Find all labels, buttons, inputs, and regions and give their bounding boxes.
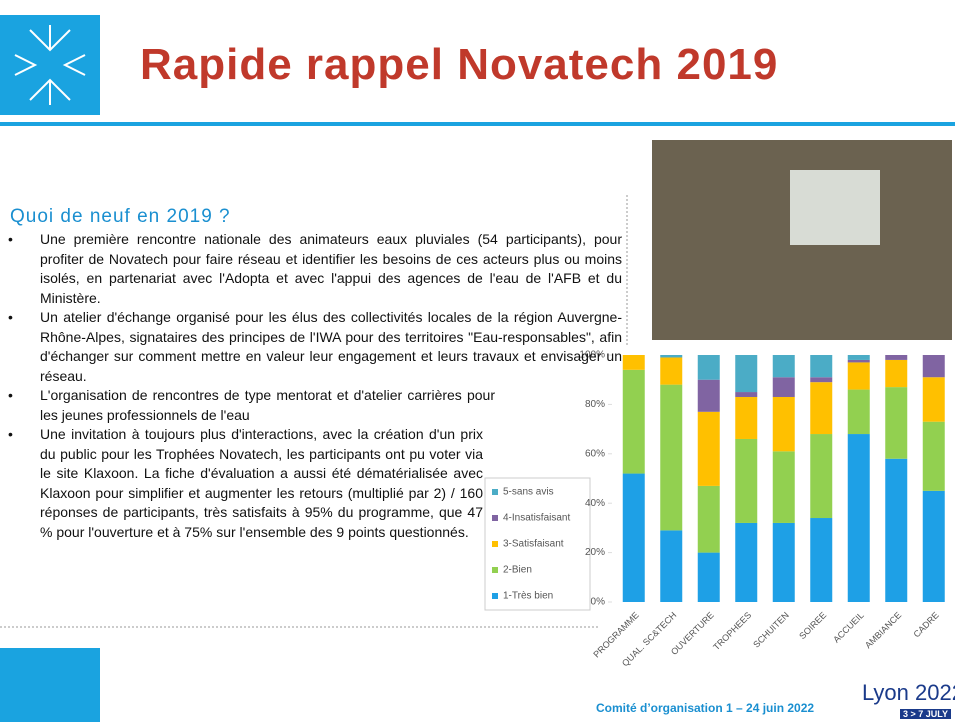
bar-segment: [698, 412, 720, 486]
bar-segment: [660, 355, 682, 357]
x-tick-label: CADRE: [911, 610, 940, 639]
bar-segment: [810, 434, 832, 518]
bar-segment: [885, 387, 907, 459]
x-tick-label: SOIREE: [797, 610, 828, 641]
bar-segment: [923, 377, 945, 421]
bar-segment: [735, 439, 757, 523]
bullet: Une invitation à toujours plus d'interac…: [8, 425, 483, 542]
section-heading: Quoi de neuf en 2019 ?: [10, 206, 231, 228]
bar-segment: [660, 530, 682, 602]
photo-screen: [790, 170, 880, 245]
legend-label: 1-Très bien: [503, 591, 553, 602]
bar-segment: [773, 451, 795, 523]
footer-logo: Lyon 2022: [862, 680, 955, 706]
slide-title: Rapide rappel Novatech 2019: [140, 40, 778, 90]
bar-segment: [810, 377, 832, 382]
bar-segment: [885, 459, 907, 602]
bar-segment: [735, 392, 757, 397]
bar-segment: [848, 360, 870, 362]
bar-segment: [923, 355, 945, 377]
bar-segment: [848, 355, 870, 360]
bar-segment: [885, 360, 907, 387]
bar-segment: [698, 486, 720, 553]
x-tick-label: ACCUEIL: [831, 610, 866, 645]
bar-segment: [623, 355, 645, 370]
bar-segment: [698, 380, 720, 412]
bar-segment: [773, 377, 795, 397]
legend-label: 2-Bien: [503, 565, 532, 576]
bar-segment: [623, 370, 645, 474]
bar-segment: [735, 355, 757, 392]
bar-segment: [923, 491, 945, 602]
x-tick-label: SCHUITEN: [751, 610, 791, 650]
bar-segment: [698, 553, 720, 602]
x-tick-label: AMBIANCE: [863, 610, 903, 650]
bar-segment: [923, 422, 945, 491]
legend-swatch: [492, 567, 498, 573]
bar-segment: [810, 382, 832, 434]
y-tick-label: 0%: [591, 597, 606, 608]
bar-segment: [735, 397, 757, 439]
bar-segment: [810, 518, 832, 602]
bar-segment: [773, 523, 795, 602]
bullet: Un atelier d'échange organisé pour les é…: [8, 308, 622, 386]
bar-segment: [848, 434, 870, 602]
bar-segment: [848, 390, 870, 434]
footer-badge: 3 > 7 JULY: [900, 709, 951, 719]
bar-segment: [848, 362, 870, 389]
legend-swatch: [492, 593, 498, 599]
bar-segment: [810, 355, 832, 377]
bullet-list: Une première rencontre nationale des ani…: [8, 230, 622, 542]
bullet: L'organisation de rencontres de type men…: [8, 386, 495, 425]
bar-segment: [735, 523, 757, 602]
header-rule: [0, 122, 955, 126]
bar-segment: [660, 357, 682, 384]
slide: 0%20%40%60%80%100%PROGRAMMEQUAL. SC&TECH…: [0, 0, 955, 722]
bar-segment: [698, 355, 720, 380]
bar-segment: [773, 397, 795, 451]
footer-text: Comité d’organisation 1 – 24 juin 2022: [596, 701, 814, 715]
x-tick-label: TROPHEES: [711, 610, 753, 652]
footer-band: [0, 648, 100, 722]
bar-segment: [623, 474, 645, 602]
bullet: Une première rencontre nationale des ani…: [8, 230, 622, 308]
y-tick-label: 20%: [585, 547, 605, 558]
bar-segment: [773, 355, 795, 377]
bar-segment: [660, 385, 682, 531]
bar-segment: [885, 355, 907, 360]
